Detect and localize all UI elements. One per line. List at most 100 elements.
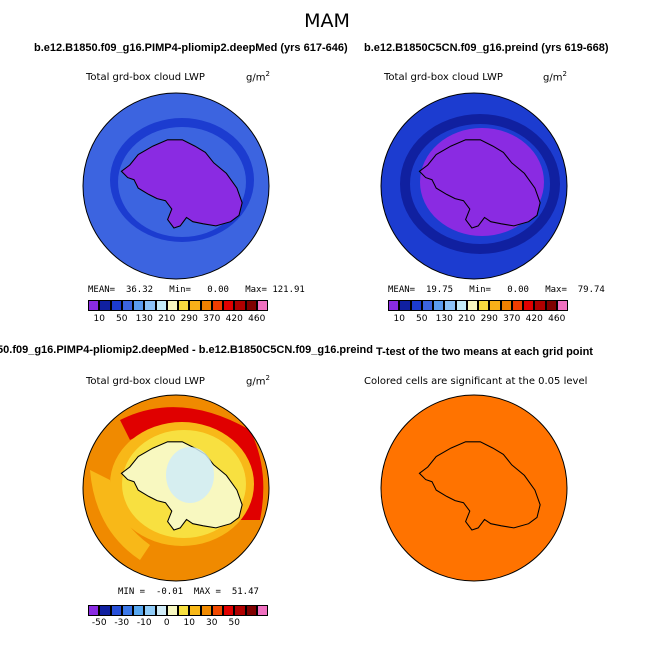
map-bottom-right-fill bbox=[381, 395, 567, 581]
colorbar-tick-label: 50 bbox=[416, 314, 428, 324]
colorbar-cell bbox=[410, 300, 422, 311]
colorbar-cell bbox=[178, 300, 190, 311]
colorbar-cell bbox=[211, 300, 223, 311]
colorbar-labels-top-left: 10 50 130 210 290 370 420 460 bbox=[88, 314, 268, 326]
stats-bottom-left: MIN = -0.01 MAX = 51.47 bbox=[118, 587, 259, 597]
colorbar-cell bbox=[110, 300, 122, 311]
colorbar-cell bbox=[455, 300, 467, 311]
colorbar-cell bbox=[256, 605, 268, 616]
colorbar-cell bbox=[234, 605, 246, 616]
colorbar-tick-label: 290 bbox=[480, 314, 498, 324]
colorbar-cell bbox=[466, 300, 478, 311]
colorbar-cell bbox=[245, 300, 257, 311]
colorbar-cell bbox=[121, 605, 133, 616]
colorbar-tick-label: 50 bbox=[116, 314, 128, 324]
colorbar-tick-label: 420 bbox=[525, 314, 543, 324]
colorbar-cell bbox=[545, 300, 557, 311]
subtitle-top-right: Total grd-box cloud LWP bbox=[384, 72, 503, 83]
colorbar-cell bbox=[421, 300, 433, 311]
colorbar-cell bbox=[121, 300, 133, 311]
colorbar-cell bbox=[166, 300, 178, 311]
subtitle-top-left: Total grd-box cloud LWP bbox=[86, 72, 205, 83]
colorbar-tick-label: 370 bbox=[203, 314, 221, 324]
tl-map-border bbox=[82, 92, 270, 280]
colorbar-cell bbox=[155, 605, 167, 616]
colorbar-tick-label: 370 bbox=[503, 314, 521, 324]
colorbar-tick-label: 130 bbox=[135, 314, 153, 324]
colorbar-tick-label: 210 bbox=[158, 314, 176, 324]
colorbar-cell bbox=[500, 300, 512, 311]
colorbar-tick-label: 30 bbox=[206, 618, 218, 628]
colorbar-cell bbox=[534, 300, 546, 311]
units-bottom-left: g/m2 bbox=[246, 374, 270, 388]
colorbar-cell bbox=[489, 300, 501, 311]
colorbar-bottom-left bbox=[88, 605, 268, 616]
colorbar-cell bbox=[223, 605, 235, 616]
colorbar-tick-label: -50 bbox=[91, 618, 107, 628]
colorbar-tick-label: 10 bbox=[183, 618, 195, 628]
colorbar-cell bbox=[256, 300, 268, 311]
colorbar-labels-top-right: 10 50 130 210 290 370 420 460 bbox=[388, 314, 568, 326]
colorbar-cell bbox=[166, 605, 178, 616]
units-top-left: g/m2 bbox=[246, 70, 270, 84]
br-map-border bbox=[380, 394, 568, 582]
colorbar-cell bbox=[155, 300, 167, 311]
colorbar-cell bbox=[223, 300, 235, 311]
tr-map-border bbox=[380, 92, 568, 280]
colorbar-cell bbox=[200, 605, 212, 616]
panel-title-top-left: b.e12.B1850.f09_g16.PIMP4-pliomip2.deepM… bbox=[34, 42, 348, 54]
colorbar-tick-label: 460 bbox=[248, 314, 266, 324]
colorbar-cell bbox=[99, 300, 111, 311]
main-title: MAM bbox=[304, 10, 350, 32]
colorbar-labels-bottom-left: -50 -30 -10 0 10 30 50 bbox=[88, 618, 268, 630]
colorbar-cell bbox=[99, 605, 111, 616]
panel-title-bottom-left: e12.B1850.f09_g16.PIMP4-pliomip2.deepMed… bbox=[0, 344, 373, 356]
colorbar-cell bbox=[133, 605, 145, 616]
map-top-left-fill bbox=[83, 93, 269, 279]
colorbar-tick-label: 290 bbox=[180, 314, 198, 324]
colorbar-cell bbox=[88, 300, 100, 311]
subtitle-bottom-right: Colored cells are significant at the 0.0… bbox=[364, 376, 588, 387]
colorbar-tick-label: 50 bbox=[228, 618, 240, 628]
colorbar-cell bbox=[88, 605, 100, 616]
colorbar-cell bbox=[388, 300, 400, 311]
bl-map-border bbox=[82, 394, 270, 582]
colorbar-cell bbox=[511, 300, 523, 311]
colorbar-cell bbox=[234, 300, 246, 311]
bl-interior-patch bbox=[166, 447, 214, 503]
colorbar-top-left bbox=[88, 300, 268, 311]
colorbar-tick-label: 10 bbox=[93, 314, 105, 324]
colorbar-cell bbox=[556, 300, 568, 311]
colorbar-tick-label: 460 bbox=[548, 314, 566, 324]
stats-top-left: MEAN= 36.32 Min= 0.00 Max= 121.91 bbox=[88, 285, 305, 295]
colorbar-cell bbox=[133, 300, 145, 311]
colorbar-top-right bbox=[388, 300, 568, 311]
colorbar-cell bbox=[478, 300, 490, 311]
colorbar-cell bbox=[433, 300, 445, 311]
colorbar-cell bbox=[444, 300, 456, 311]
stats-top-right: MEAN= 19.75 Min= 0.00 Max= 79.74 bbox=[388, 285, 605, 295]
colorbar-cell bbox=[144, 605, 156, 616]
units-top-right: g/m2 bbox=[543, 70, 567, 84]
colorbar-tick-label: 130 bbox=[435, 314, 453, 324]
colorbar-cell bbox=[189, 605, 201, 616]
panel-title-top-right: b.e12.B1850C5CN.f09_g16.preind (yrs 619-… bbox=[364, 42, 609, 54]
subtitle-bottom-left: Total grd-box cloud LWP bbox=[86, 376, 205, 387]
colorbar-cell bbox=[110, 605, 122, 616]
colorbar-cell bbox=[144, 300, 156, 311]
colorbar-cell bbox=[200, 300, 212, 311]
colorbar-tick-label: 10 bbox=[393, 314, 405, 324]
bl-red-arc bbox=[120, 407, 264, 520]
colorbar-tick-label: 0 bbox=[163, 618, 170, 628]
colorbar-cell bbox=[399, 300, 411, 311]
colorbar-cell bbox=[245, 605, 257, 616]
colorbar-tick-label: -10 bbox=[136, 618, 152, 628]
colorbar-cell bbox=[178, 605, 190, 616]
panel-title-bottom-right: T-test of the two means at each grid poi… bbox=[376, 346, 593, 358]
colorbar-tick-label: 210 bbox=[458, 314, 476, 324]
colorbar-tick-label: 420 bbox=[225, 314, 243, 324]
colorbar-tick-label: -30 bbox=[114, 618, 130, 628]
colorbar-cell bbox=[189, 300, 201, 311]
map-bottom-left-fill bbox=[83, 395, 269, 581]
